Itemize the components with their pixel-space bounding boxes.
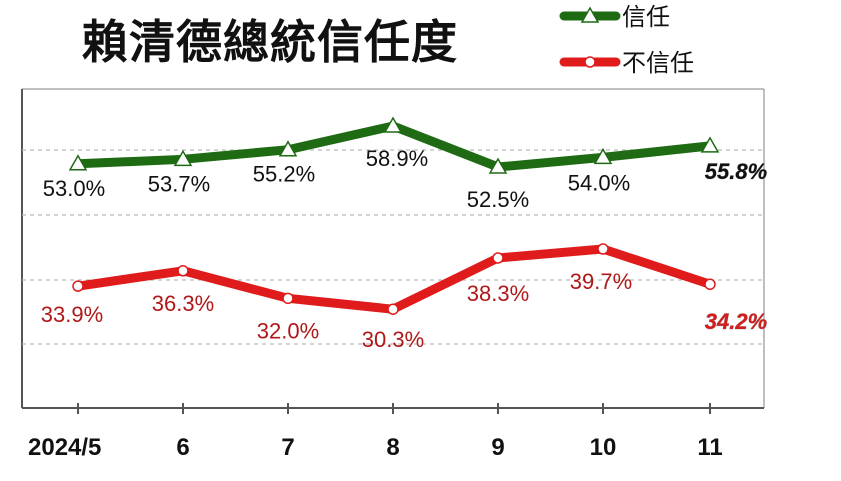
trust-point-marker xyxy=(700,136,720,153)
x-tick-label: 6 xyxy=(176,434,189,461)
distrust-data-label: 39.7% xyxy=(570,269,632,294)
trust-point-marker xyxy=(173,149,193,167)
trust-point-marker xyxy=(593,147,613,165)
x-tick-label: 10 xyxy=(590,434,617,461)
trust-data-label: 55.2% xyxy=(253,162,315,187)
legend-label-distrust: 不信任 xyxy=(622,49,694,77)
trust-data-label: 52.5% xyxy=(467,187,529,212)
trust-point-marker xyxy=(68,154,88,171)
chart-title: 賴清德總統信任度 xyxy=(82,15,458,69)
trust-data-label: 55.8% xyxy=(705,159,767,184)
trust-point-marker xyxy=(278,140,298,157)
distrust-data-label: 30.3% xyxy=(362,327,424,352)
x-tick-label: 7 xyxy=(281,434,294,461)
distrust-data-label: 32.0% xyxy=(257,318,319,343)
series-layer xyxy=(68,116,720,315)
x-tick-label: 9 xyxy=(491,434,504,461)
distrust-point-marker xyxy=(177,265,189,277)
distrust-data-label: 33.9% xyxy=(41,302,103,327)
distrust-data-label: 34.2% xyxy=(705,309,767,334)
distrust-data-label: 38.3% xyxy=(467,281,529,306)
trust-point-marker xyxy=(488,157,508,174)
distrust-data-label: 36.3% xyxy=(152,291,214,316)
trust-data-label: 53.7% xyxy=(148,171,210,196)
legend: 信任 不信任 xyxy=(559,3,694,77)
distrust-point-marker xyxy=(72,280,84,292)
triangle-marker-icon xyxy=(580,6,600,23)
distrust-point-marker xyxy=(492,252,504,264)
data-labels: 53.0% 53.7% 55.2% 58.9% 52.5% 54.0% 55.8% 33.9%… xyxy=(41,146,768,352)
x-tick-label: 8 xyxy=(386,434,399,461)
legend-item-trust: 信任 xyxy=(559,3,670,31)
distrust-point-marker xyxy=(597,243,609,255)
plot-frame xyxy=(21,88,765,409)
trust-data-label: 54.0% xyxy=(568,170,630,195)
distrust-point-marker xyxy=(387,303,399,315)
x-tick-label: 2024/5 xyxy=(28,434,101,461)
distrust-point-marker xyxy=(282,292,294,305)
legend-label-trust: 信任 xyxy=(622,3,670,31)
x-tick-label: 11 xyxy=(697,434,722,461)
trust-point-marker xyxy=(383,116,403,133)
trust-data-label: 53.0% xyxy=(43,176,105,201)
x-axis: 2024/5 6 7 8 9 10 11 xyxy=(28,403,723,461)
circle-marker-icon xyxy=(584,56,596,68)
distrust-point-marker xyxy=(704,278,716,290)
legend-item-distrust: 不信任 xyxy=(559,49,694,77)
trust-data-label: 58.9% xyxy=(366,146,428,171)
